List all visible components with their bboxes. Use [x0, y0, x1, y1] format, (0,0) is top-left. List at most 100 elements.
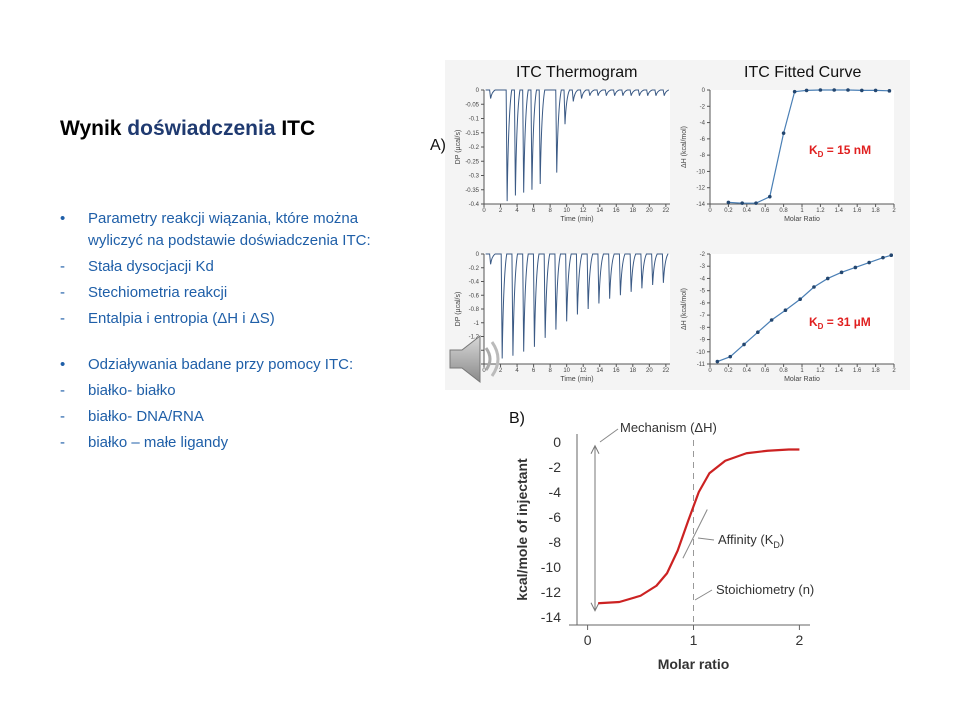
speaker-icon[interactable]: [446, 330, 514, 388]
data-point: [740, 201, 744, 205]
y-tick-label: 0: [476, 252, 480, 258]
data-point: [825, 276, 830, 281]
bullet-text: białko – małe ligandy: [88, 434, 229, 451]
x-tick-label: 2: [892, 368, 896, 374]
thermogram-top: 0 2 4 6 8 10 12 14 16 18 20 22 0 -0.05 -0.1 -0.15 -0.2 -0…: [455, 88, 670, 223]
stoichiometry-annotation: Stoichiometry (n): [716, 582, 814, 597]
fit-line: [717, 254, 892, 363]
kd-label: KD = 15 nM: [809, 143, 871, 159]
data-point: [754, 201, 758, 205]
bullet-item: • Parametry reakcji wiązania, które można…: [60, 208, 400, 252]
x-axis-label: Molar Ratio: [784, 376, 820, 383]
y-tick-label: -6: [700, 137, 706, 143]
x-tick-label: 12: [580, 368, 587, 374]
data-point: [889, 253, 894, 258]
x-tick-label: 18: [629, 208, 636, 214]
x-tick-label: 14: [596, 208, 603, 214]
x-tick-label: 0: [482, 368, 486, 374]
data-point: [887, 89, 892, 93]
y-tick-label: -0.3: [469, 174, 480, 180]
bullet-marker: -: [60, 408, 65, 425]
affinity-subscript: D: [773, 540, 780, 550]
bullet-item: - Stechiometria reakcji: [60, 282, 400, 304]
y-tick-label: 0: [702, 88, 706, 94]
x-tick-label: 16: [613, 368, 620, 374]
affinity-close: ): [780, 532, 784, 547]
data-point: [726, 200, 731, 205]
x-tick-label: 2: [796, 632, 804, 648]
y-tick-label: -8: [549, 534, 562, 550]
x-tick-label: 16: [613, 208, 620, 214]
x-tick-label: 0.6: [761, 208, 770, 214]
y-tick-label: -14: [541, 609, 561, 625]
x-tick-label: 12: [580, 208, 587, 214]
bullet-text: Odziaływania badane przy pomocy ITC:: [88, 356, 354, 373]
x-tick-label: 4: [515, 368, 519, 374]
affinity-annotation: Affinity (KD): [718, 532, 784, 550]
y-tick-label: -10: [696, 169, 705, 175]
y-tick-label: -1: [474, 321, 480, 327]
kd-letter: K: [809, 143, 818, 157]
y-axis-label: DP (µcal/s): [455, 130, 462, 165]
y-tick-label: -11: [697, 362, 706, 368]
x-tick-label: 20: [646, 208, 653, 214]
y-tick-label: -0.1: [469, 117, 480, 123]
title-part1: Wynik: [60, 117, 128, 140]
x-tick-label: 18: [629, 368, 636, 374]
kd-letter: K: [809, 315, 818, 329]
title-part2: ITC: [275, 117, 316, 140]
bullet-text: Parametry reakcji wiązania, które można …: [88, 210, 371, 249]
y-tick-label: -12: [696, 186, 705, 192]
data-point: [860, 88, 864, 93]
y-tick-label: 0: [553, 434, 561, 450]
bullet-item: - białko- DNA/RNA: [60, 406, 400, 428]
x-tick-label: 10: [563, 208, 570, 214]
fitted-curve-bottom: 0 0.2 0.4 0.6 0.8 1 1.2 1.4 1.6 1.8 2 -2 -3 -4 -5 -6 -7 -…: [681, 252, 896, 383]
y-tick-label: -2: [700, 104, 706, 110]
affinity-text: Affinity (K: [718, 532, 774, 547]
bullet-item: - Entalpia i entropia (ΔH i ΔS): [60, 308, 400, 330]
y-tick-label: -2: [700, 252, 706, 258]
y-tick-label: -12: [541, 584, 561, 600]
data-point: [768, 194, 772, 199]
data-point: [781, 131, 786, 135]
thermogram-bottom: 0 2 4 6 8 10 12 14 16 18 20 22 0 -0.2 -0.4 -0.6 -0.8 -1 -1…: [455, 252, 670, 383]
mechanism-pointer: [599, 428, 619, 443]
data-point: [769, 318, 774, 322]
x-tick-label: 1: [800, 208, 804, 214]
data-point: [873, 88, 878, 93]
y-tick-label: 0: [476, 88, 480, 94]
kd-label: KD = 31 µM: [809, 315, 871, 331]
y-tick-label: -0.4: [469, 202, 480, 208]
bullet-marker: -: [60, 382, 65, 399]
x-tick-label: 1: [800, 368, 804, 374]
bullet-marker: •: [60, 356, 66, 373]
x-tick-label: 1.6: [853, 208, 862, 214]
y-tick-label: -14: [696, 202, 705, 208]
bullet-list: • Parametry reakcji wiązania, które można…: [60, 208, 400, 458]
isotherm-curve: [598, 448, 800, 605]
x-tick-label: 1.8: [871, 208, 880, 214]
y-tick-label: -6: [700, 301, 706, 307]
bullet-marker: -: [60, 434, 65, 451]
y-tick-label: -0.8: [469, 307, 480, 313]
bullet-text: białko- DNA/RNA: [88, 408, 204, 425]
x-tick-label: 0.8: [779, 368, 788, 374]
y-tick-label: -8: [700, 325, 706, 331]
x-axis-label: Molar Ratio: [784, 216, 820, 223]
x-tick-label: 1: [690, 632, 698, 648]
data-point: [832, 88, 836, 92]
y-tick-label: -0.25: [465, 159, 479, 165]
bullet-marker: •: [60, 210, 66, 227]
y-tick-label: -5: [700, 289, 706, 295]
y-tick-label: -9: [700, 338, 706, 344]
bullet-text: Stała dysocjacji Kd: [88, 258, 214, 275]
binding-isotherm: 0 -2 -4 -6 -8 -10 -12 -14 0 1 2 Molar ratio kcal/mol…: [514, 420, 814, 672]
data-point: [804, 88, 809, 93]
data-point: [792, 89, 797, 94]
fitted-curve-title: ITC Fitted Curve: [744, 64, 862, 81]
figure-a-label: A): [430, 137, 446, 154]
bullet-marker: -: [60, 284, 65, 301]
x-tick-label: 0: [482, 208, 486, 214]
